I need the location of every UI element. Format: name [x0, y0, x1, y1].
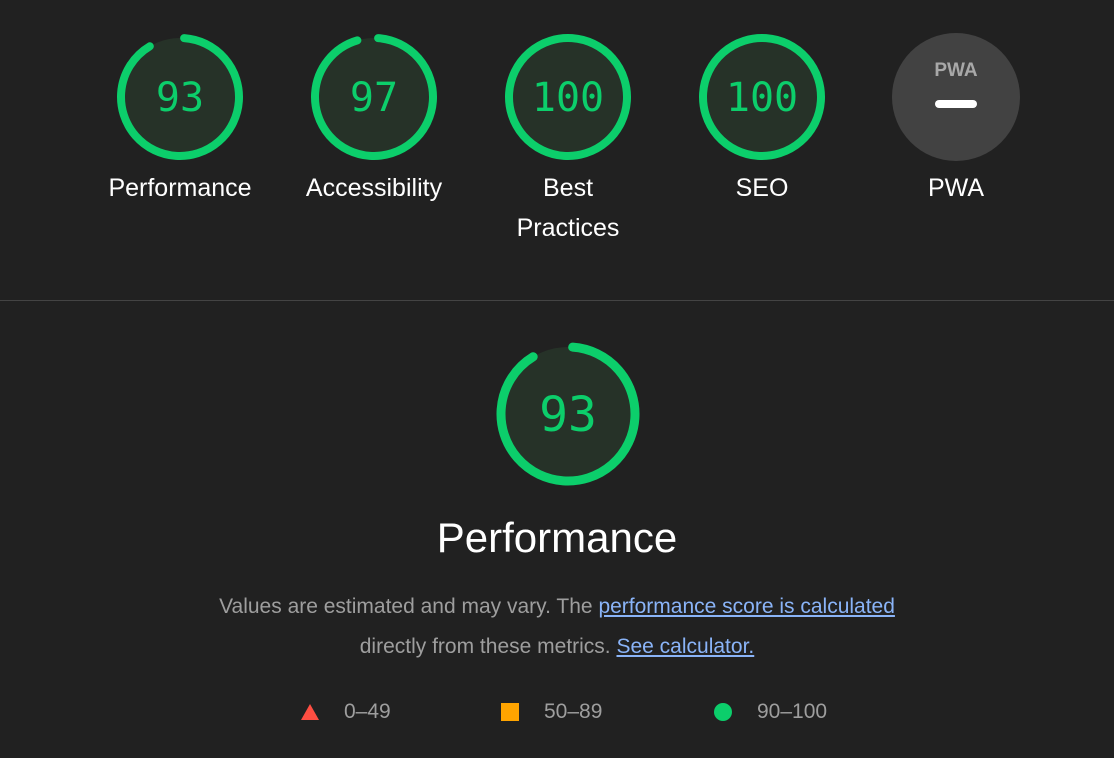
gauge-label: SEO	[735, 174, 789, 202]
gauge-label: Best Practices	[516, 174, 620, 242]
gauge-accessibility[interactable]: 97 Accessibility	[284, 32, 464, 208]
pwa-logo: PWA	[934, 60, 978, 81]
gauge-performance[interactable]: 93 Performance	[90, 32, 270, 208]
legend-fail: 0–49	[300, 700, 391, 724]
score-value: 93	[156, 75, 204, 121]
pwa-badge: PWA	[892, 33, 1020, 161]
gauge-ring: 93	[496, 342, 640, 486]
desc-text-2: directly from these metrics.	[359, 635, 617, 658]
legend-label: 0–49	[344, 700, 391, 723]
triangle-icon	[301, 704, 319, 720]
section-divider	[0, 300, 1114, 301]
description: Values are estimated and may vary. The p…	[0, 587, 1114, 667]
score-value: 100	[532, 75, 604, 121]
pwa-dash-icon	[935, 100, 977, 108]
gauge-pwa[interactable]: PWA PWA	[866, 32, 1046, 208]
gauge-label: Accessibility	[305, 174, 443, 202]
legend-average: 50–89	[500, 700, 602, 724]
gauge-seo[interactable]: 100 SEO	[672, 32, 852, 208]
gauge-best-practices[interactable]: 100 Best Practices	[478, 32, 658, 248]
legend-label: 50–89	[544, 700, 603, 723]
score-value: 97	[350, 75, 398, 121]
gauge-label: Performance	[108, 174, 252, 202]
score-calculated-link[interactable]: performance score is calculated	[598, 595, 895, 618]
section-title: Performance	[436, 514, 678, 561]
score-value: 100	[726, 75, 798, 121]
legend-label: 90–100	[757, 700, 828, 723]
desc-text: Values are estimated and may vary. The	[219, 595, 599, 618]
gauge-ring: 93	[117, 34, 243, 160]
circle-icon	[714, 703, 732, 721]
gauge-ring: 100	[505, 34, 631, 160]
legend-pass: 90–100	[713, 700, 827, 724]
see-calculator-link[interactable]: See calculator.	[616, 635, 755, 658]
main-score: 93	[539, 387, 597, 443]
gauge-label: PWA	[927, 174, 985, 202]
performance-main-gauge: 93	[468, 334, 668, 499]
gauge-ring: 100	[699, 34, 825, 160]
square-icon	[501, 703, 519, 721]
gauge-ring: 97	[311, 34, 437, 160]
